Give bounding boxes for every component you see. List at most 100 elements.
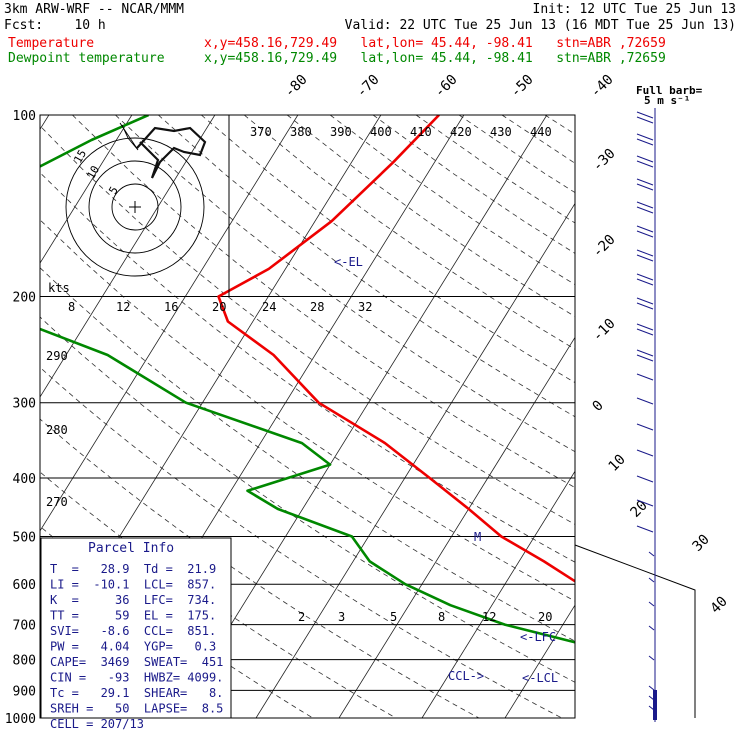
isotherm (588, 115, 740, 718)
wind-barb (636, 354, 654, 362)
wind-barb (636, 254, 654, 262)
wind-barb (636, 201, 654, 209)
wind-barb (636, 111, 654, 119)
dry-adiabat (372, 115, 575, 254)
dry-adiabat (415, 115, 575, 224)
wind-barb (636, 449, 654, 457)
parcel-info-row: SREH = 50 LAPSE= 8.5 (50, 702, 223, 716)
pressure-label-600: 600 (13, 578, 36, 593)
parcel-info-row: PW = 4.04 YGP= 0.3 (50, 640, 216, 654)
mixing-ratio-label: 16 (164, 300, 178, 314)
mixing-ratio-label: 24 (262, 300, 276, 314)
theta-label: 280 (46, 423, 68, 437)
mixing-ratio-label: 20 (212, 300, 226, 314)
lfc-marker: <-LFC (520, 630, 556, 644)
isotherm-label: -80 (282, 72, 311, 101)
full-barb-value: 5 m s⁻¹ (644, 94, 690, 107)
mixing-ratio-label: 12 (116, 300, 130, 314)
isotherm-label: -20 (590, 232, 619, 261)
wind-barb (636, 183, 654, 191)
isotherm-label: 30 (690, 532, 713, 555)
theta-label: 380 (290, 125, 312, 139)
dry-adiabat (588, 115, 740, 718)
wind-barb (636, 349, 654, 357)
theta-label: 430 (490, 125, 512, 139)
isotherm (40, 115, 299, 532)
wind-barb (636, 297, 654, 305)
ccl-marker: CCL-> (448, 669, 484, 683)
wind-barb (636, 328, 654, 336)
isotherm-label: 0 (590, 398, 607, 415)
hodograph-trace-thin (119, 122, 139, 151)
pressure-label-300: 300 (13, 397, 36, 412)
parcel-info-box (40, 537, 232, 719)
pressure-label-1000: 1000 (5, 712, 36, 727)
isotherm-label: -70 (354, 72, 383, 101)
dewpoint-trace (40, 115, 575, 644)
dry-adiabat (201, 115, 575, 384)
theta-label: 390 (330, 125, 352, 139)
isotherm (172, 115, 548, 718)
wind-barb (636, 133, 654, 141)
wind-barb (636, 373, 654, 381)
isotherm-label: 10 (606, 452, 629, 475)
isotherm (671, 115, 740, 718)
parcel-info-row: T = 28.9 Td = 21.9 (50, 562, 216, 576)
parcel-info-row: CIN = -93 HWBZ= 4099. (50, 671, 223, 685)
wind-barb (636, 249, 654, 257)
parcel-info-row: SVI= -8.6 CCL= 851. (50, 624, 216, 638)
forecast-hour: Fcst: 10 h (4, 18, 106, 33)
model-title: 3km ARW-WRF -- NCAR/MMM (4, 2, 185, 17)
isotherm (421, 470, 575, 718)
hodograph-ring-label: 15 (71, 148, 89, 166)
theta-label: 400 (370, 125, 392, 139)
parcel-info-row: CAPE= 3469 SWEAT= 451 (50, 655, 223, 669)
wind-barb (648, 685, 655, 691)
pressure-label-200: 200 (13, 291, 36, 306)
mixing-ratio-label: 20 (538, 610, 552, 624)
pressure-label-900: 900 (13, 684, 36, 699)
wind-barb (636, 525, 654, 533)
wind-barb (636, 273, 654, 281)
wind-barb (636, 155, 654, 163)
hodograph-ring-label: 5 (106, 184, 121, 196)
pressure-label-500: 500 (13, 530, 36, 545)
parcel-info-title: Parcel Info (88, 541, 174, 556)
pressure-label-400: 400 (13, 472, 36, 487)
wind-barb (636, 475, 654, 483)
plot-frame (39, 114, 576, 719)
wind-barb (648, 655, 655, 661)
dry-adiabat (501, 115, 575, 164)
hodograph-ring (88, 160, 182, 254)
theta-label: 370 (250, 125, 272, 139)
wind-barb (648, 601, 655, 607)
theta-label: 270 (46, 495, 68, 509)
wind-barb (648, 625, 655, 631)
mixing-ratio-label: 28 (310, 300, 324, 314)
parcel-info-row: CELL = 207/13 (50, 717, 144, 731)
isotherm (40, 115, 216, 398)
isotherm-label: -60 (432, 72, 461, 101)
el-marker: <-EL (334, 255, 363, 269)
isotherm (40, 115, 133, 264)
max-parcel-marker: M (474, 530, 481, 544)
dry-adiabat (158, 115, 575, 418)
temperature-legend-label: Temperature (8, 36, 95, 51)
wind-barb (636, 230, 654, 238)
mixing-ratio-label: 32 (358, 300, 372, 314)
isotherm (338, 336, 575, 718)
isotherm (255, 202, 575, 718)
dry-adiabat (243, 115, 575, 350)
theta-label: 410 (410, 125, 432, 139)
mixing-ratio-label: 8 (438, 610, 445, 624)
dry-adiabat (40, 171, 575, 563)
dewpoint-station-info: x,y=458.16,729.49 lat,lon= 45.44, -98.41… (204, 51, 666, 66)
dewpoint-legend-label: Dewpoint temperature (8, 51, 165, 66)
hodograph-ring (65, 137, 205, 277)
dry-adiabat (40, 366, 563, 718)
wind-barb (636, 225, 654, 233)
wind-barb (636, 423, 654, 431)
hodograph-ring (111, 183, 159, 231)
wind-barb (636, 397, 654, 405)
